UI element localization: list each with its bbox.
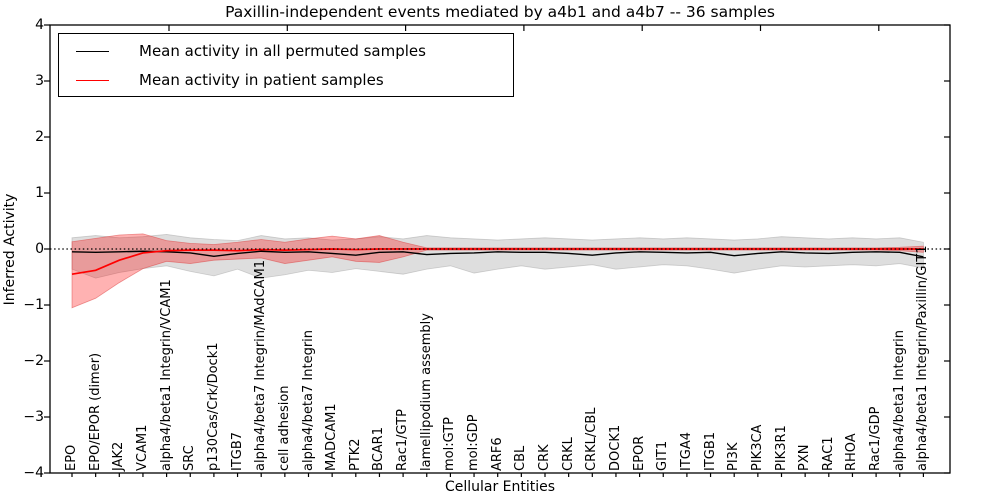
legend-entry-patient: Mean activity in patient samples <box>59 65 513 95</box>
x-axis-title: Cellular Entities <box>444 479 556 495</box>
x-tick-label: Rac1/GDP <box>868 406 884 471</box>
x-tick-label: EPOR <box>631 435 647 471</box>
y-tick-label: 2 <box>35 129 44 145</box>
x-tick-label: BCAR1 <box>371 427 387 471</box>
y-tick-label: −2 <box>23 353 44 369</box>
x-tick-label: p130Cas/Crk/Dock1 <box>205 342 221 471</box>
x-tick-label: EPO/EPOR (dimer) <box>87 352 103 471</box>
x-tick-label: lamellipodium assembly <box>418 313 434 471</box>
y-tick-label: 4 <box>35 17 44 33</box>
x-tick-label: DOCK1 <box>607 424 623 471</box>
x-tick-label: mol:GDP <box>466 414 482 471</box>
x-tick-label: MADCAM1 <box>324 403 340 471</box>
chart-title: Paxillin-independent events mediated by … <box>225 3 775 21</box>
legend-label-patient: Mean activity in patient samples <box>139 71 384 89</box>
y-tick-label: −3 <box>23 409 44 425</box>
x-tick-label: PTK2 <box>347 438 363 471</box>
legend-entry-permuted: Mean activity in all permuted samples <box>59 36 513 66</box>
x-tick-label: CRKL <box>560 437 576 471</box>
y-tick-label: −4 <box>23 465 44 481</box>
y-tick-label: 3 <box>35 73 44 89</box>
x-tick-label: CRK <box>537 444 552 471</box>
y-tick-label: −1 <box>23 297 44 313</box>
x-tick-label: EPO <box>64 444 79 471</box>
x-tick-label: alpha4/beta7 Integrin <box>300 329 316 471</box>
x-tick-label: PIK3R1 <box>773 425 789 471</box>
x-tick-label: CBL <box>513 445 529 471</box>
y-tick-label: 0 <box>35 241 44 257</box>
x-tick-label: ITGA4 <box>678 431 694 471</box>
legend: Mean activity in all permuted samples Me… <box>58 33 514 97</box>
x-tick-label: VCAM1 <box>134 424 150 471</box>
x-tick-label: PI3K <box>726 442 742 471</box>
x-tick-label: PIK3CA <box>749 424 765 471</box>
legend-label-permuted: Mean activity in all permuted samples <box>139 42 426 60</box>
x-tick-label: cell adhesion <box>276 385 292 471</box>
permuted-line-sample-icon <box>76 50 109 52</box>
x-tick-label: SRC <box>182 445 198 471</box>
x-tick-label: alpha4/beta7 Integrin/MAdCAM1 <box>253 260 269 471</box>
x-tick-label: RHOA <box>844 433 860 471</box>
x-tick-label: PXN <box>797 444 813 471</box>
x-tick-label: CRKL/CBL <box>584 407 600 472</box>
x-tick-label: ITGB7 <box>229 431 245 471</box>
x-tick-label: ARF6 <box>489 437 505 471</box>
x-tick-label: mol:GTP <box>442 417 458 471</box>
x-tick-label: JAK2 <box>111 441 127 471</box>
patient-line-sample-icon <box>76 79 109 81</box>
x-tick-label: RAC1 <box>820 436 836 471</box>
y-tick-label: 1 <box>35 185 44 201</box>
x-tick-label: alpha4/beta1 Integrin/VCAM1 <box>158 279 174 471</box>
x-tick-label: alpha4/beta1 Integrin <box>891 329 907 471</box>
x-tick-label: GIT1 <box>655 440 671 471</box>
x-tick-label: alpha4/beta1 Integrin/Paxillin/GIT1 <box>915 245 931 471</box>
permuted-mean-line <box>71 250 924 258</box>
x-tick-label: ITGB1 <box>702 431 718 471</box>
x-tick-label: Rac1/GTP <box>395 409 411 471</box>
